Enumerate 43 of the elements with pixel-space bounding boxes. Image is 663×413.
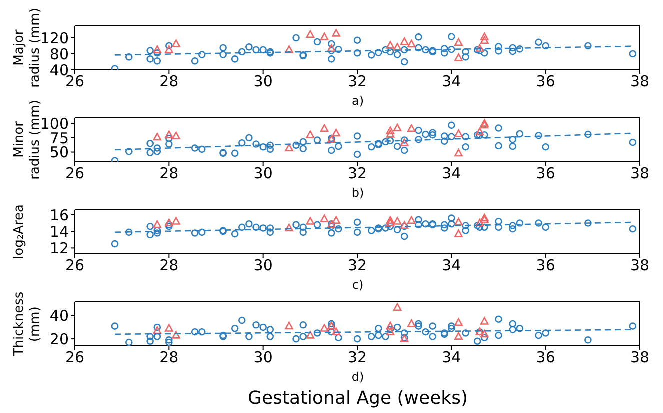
y-axis-title: Major radius (mm): [12, 8, 43, 88]
y-tick-label: 120: [40, 29, 69, 48]
x-tick-label: 28: [160, 348, 179, 367]
y-tick-label: 80: [50, 45, 69, 64]
x-tick-label: 30: [254, 72, 273, 91]
x-tick-label: 28: [160, 256, 179, 275]
x-tick-label: 34: [442, 348, 462, 367]
x-tick-label: 34: [442, 164, 462, 183]
x-tick-label: 26: [65, 164, 85, 183]
x-tick-label: 30: [254, 348, 273, 367]
x-axis-title: Gestational Age (weeks): [247, 388, 469, 409]
x-tick-label: 32: [348, 348, 368, 367]
x-tick-label: 26: [65, 348, 85, 367]
x-tick-label: 36: [536, 164, 556, 183]
y-tick-label: 40: [50, 307, 69, 326]
text: b): [350, 186, 366, 200]
y-tick-label: 12: [50, 240, 69, 258]
x-tick-label: 30: [254, 256, 273, 275]
x-tick-label: 28: [160, 164, 179, 183]
x-tick-label: 34: [442, 256, 462, 275]
x-tick-label: 34: [442, 72, 462, 91]
x-tick-label: 36: [536, 256, 556, 275]
x-tick-label: 38: [630, 348, 650, 367]
text: a): [350, 94, 366, 108]
x-tick-label: 28: [160, 72, 179, 91]
y-tick-label: 16: [50, 206, 69, 224]
y-tick-label: 20: [50, 330, 69, 348]
y-axis-title: Minor radius (mm): [12, 100, 43, 180]
x-tick-label: 38: [630, 72, 650, 91]
x-tick-label: 38: [630, 164, 650, 183]
x-tick-label: 36: [536, 72, 556, 91]
x-tick-label: 38: [630, 256, 650, 275]
x-tick-label: 26: [65, 256, 85, 275]
text: d): [350, 370, 366, 384]
y-axis-title: Thickness (mm): [12, 292, 44, 356]
x-tick-label: 32: [348, 164, 368, 183]
x-tick-label: 30: [254, 164, 273, 183]
y-tick-label: 14: [50, 222, 69, 241]
y-axis-title: log₂Area: [12, 204, 28, 260]
x-tick-label: 36: [536, 348, 556, 367]
text: c): [351, 278, 365, 292]
x-tick-label: 32: [348, 72, 368, 91]
x-tick-label: 32: [348, 256, 368, 275]
